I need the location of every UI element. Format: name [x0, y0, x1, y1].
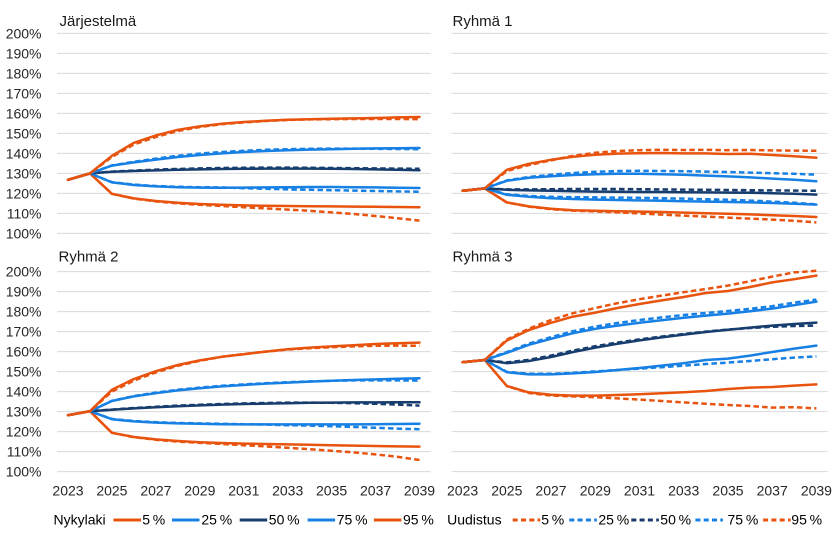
svg-text:2033: 2033 — [272, 483, 303, 499]
svg-text:200%: 200% — [6, 264, 42, 280]
svg-text:Ryhmä 3: Ryhmä 3 — [453, 249, 513, 266]
svg-text:95 %: 95 % — [403, 512, 434, 528]
svg-text:100%: 100% — [6, 464, 42, 480]
svg-text:2037: 2037 — [757, 483, 788, 499]
svg-text:2035: 2035 — [712, 483, 743, 499]
svg-text:110%: 110% — [7, 205, 42, 221]
svg-text:2037: 2037 — [360, 483, 391, 499]
svg-text:120%: 120% — [6, 424, 42, 440]
svg-text:150%: 150% — [6, 364, 42, 380]
svg-text:2039: 2039 — [404, 483, 435, 499]
svg-text:2029: 2029 — [184, 483, 215, 499]
svg-text:Uudistus: Uudistus — [447, 512, 501, 528]
svg-text:140%: 140% — [6, 384, 42, 400]
svg-text:160%: 160% — [6, 105, 42, 121]
svg-text:2023: 2023 — [447, 483, 478, 499]
svg-text:180%: 180% — [6, 304, 42, 320]
svg-text:180%: 180% — [6, 65, 42, 81]
svg-text:2035: 2035 — [316, 483, 347, 499]
svg-text:200%: 200% — [6, 25, 42, 41]
svg-text:130%: 130% — [6, 404, 42, 420]
svg-text:2031: 2031 — [624, 483, 655, 499]
svg-text:Ryhmä 2: Ryhmä 2 — [59, 249, 119, 266]
svg-text:50 %: 50 % — [269, 512, 300, 528]
svg-text:170%: 170% — [6, 85, 42, 101]
svg-text:Nykylaki: Nykylaki — [54, 512, 106, 528]
svg-text:2029: 2029 — [580, 483, 611, 499]
svg-text:110%: 110% — [7, 444, 42, 460]
svg-text:75 %: 75 % — [337, 512, 368, 528]
svg-text:Järjestelmä: Järjestelmä — [60, 13, 137, 30]
svg-text:5 %: 5 % — [142, 512, 165, 528]
svg-text:2031: 2031 — [228, 483, 259, 499]
svg-text:130%: 130% — [6, 165, 42, 181]
svg-text:75 %: 75 % — [728, 512, 759, 528]
svg-text:100%: 100% — [6, 225, 42, 241]
svg-text:95 %: 95 % — [791, 512, 822, 528]
svg-text:25 %: 25 % — [201, 512, 232, 528]
svg-text:Ryhmä 1: Ryhmä 1 — [453, 13, 513, 30]
svg-text:2025: 2025 — [491, 483, 522, 499]
svg-text:2027: 2027 — [535, 483, 566, 499]
svg-text:150%: 150% — [6, 125, 42, 141]
svg-text:190%: 190% — [6, 284, 42, 300]
svg-text:2027: 2027 — [140, 483, 171, 499]
svg-text:25 %: 25 % — [598, 512, 629, 528]
svg-text:140%: 140% — [6, 145, 42, 161]
svg-text:2023: 2023 — [52, 483, 83, 499]
svg-text:2033: 2033 — [668, 483, 699, 499]
svg-text:2039: 2039 — [801, 483, 832, 499]
svg-text:160%: 160% — [6, 344, 42, 360]
svg-text:120%: 120% — [6, 185, 42, 201]
svg-text:2025: 2025 — [96, 483, 127, 499]
svg-text:170%: 170% — [6, 324, 42, 340]
svg-text:190%: 190% — [6, 45, 42, 61]
svg-text:50 %: 50 % — [660, 512, 691, 528]
svg-text:5 %: 5 % — [541, 512, 564, 528]
